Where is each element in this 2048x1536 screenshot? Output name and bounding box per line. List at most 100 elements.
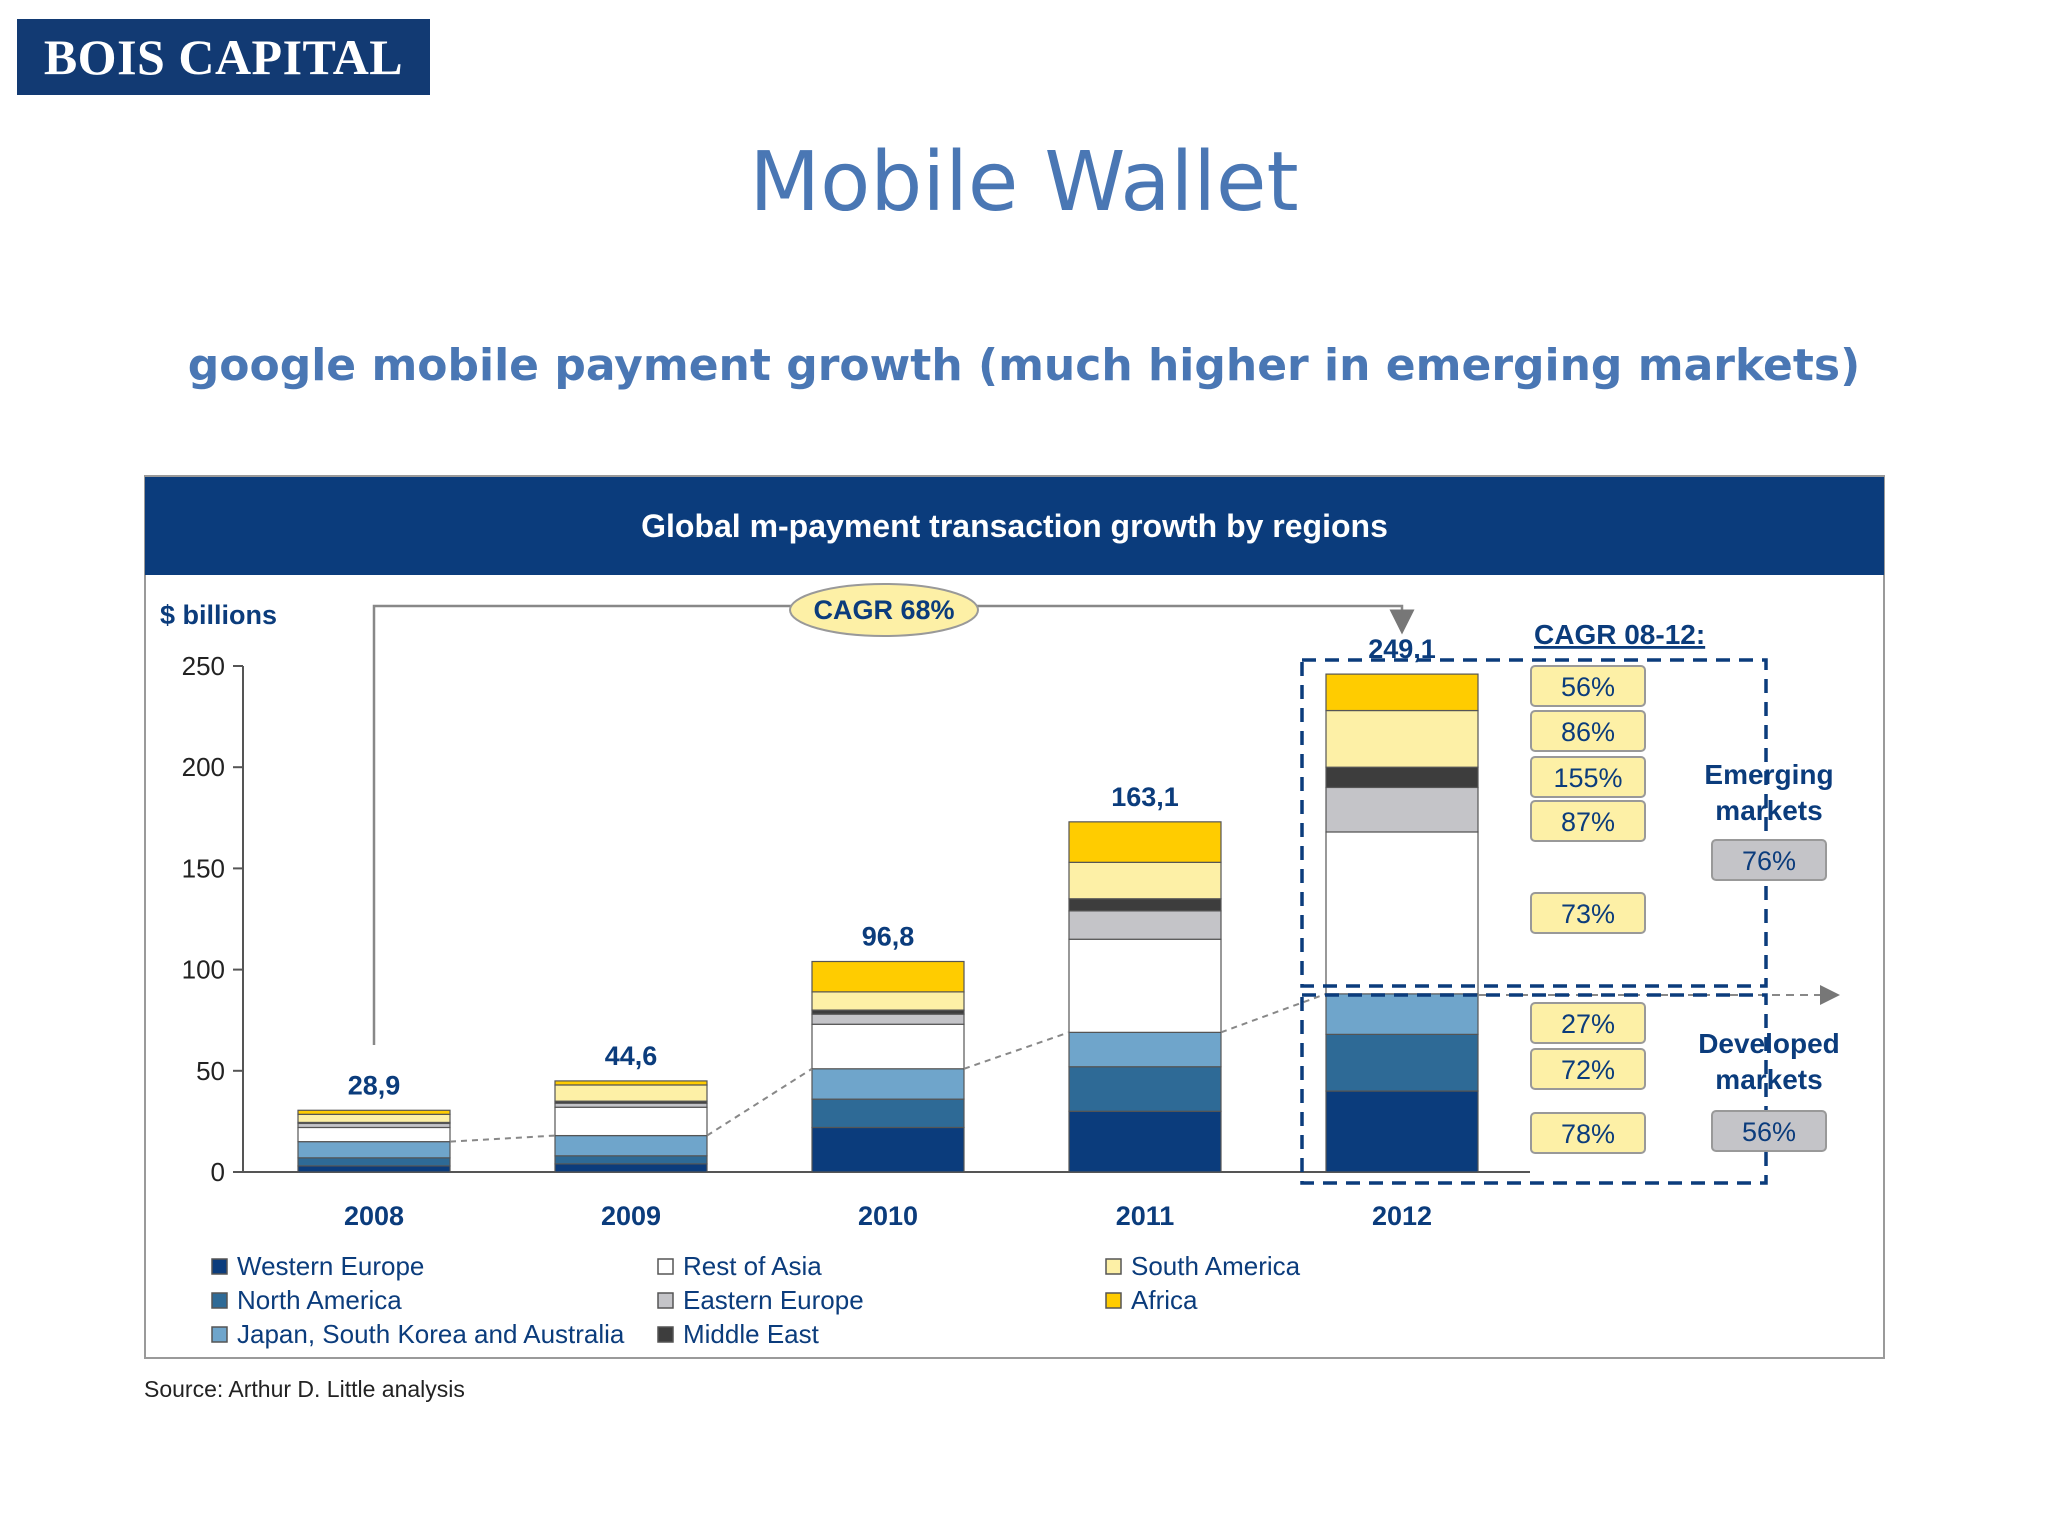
emerging-cagr-3-label: 87% [1561,807,1615,837]
legend-swatch [657,1258,674,1275]
developed-cagr-0-label: 27% [1561,1009,1615,1039]
bar-segment-western-europe-2008 [297,1165,451,1173]
chart-source-note: Source: Arthur D. Little analysis [144,1376,465,1402]
legend-swatch [657,1292,674,1309]
emerging-markets-box [1300,658,1768,988]
bar-total-label: 44,6 [605,1041,658,1071]
bar-segment-rest-of-asia-2010 [811,1023,965,1070]
x-tick-label: 2008 [344,1201,404,1231]
bar-segment-japan-south-korea-and-australia-2008 [297,1141,451,1159]
legend-swatch [211,1326,228,1343]
developed-cagr-1-label: 72% [1561,1055,1615,1085]
bar-segment-rest-of-asia-2011 [1068,938,1222,1033]
bar-segment-eastern-europe-2008 [297,1122,451,1129]
bar-segment-north-america-2010 [811,1098,965,1129]
legend-label: Japan, South Korea and Australia [237,1319,625,1349]
bar-total-label: 96,8 [862,922,915,952]
bar-segment-north-america-2008 [297,1157,451,1167]
developed-markets-label-line1: Developed [1698,1028,1840,1059]
chart-title: Global m-payment transaction growth by r… [145,477,1884,575]
y-tick-label: 250 [182,651,225,681]
legend-label: South America [1131,1251,1301,1281]
y-axis-label: $ billions [160,600,277,630]
bar-segment-eastern-europe-2010 [811,1013,965,1025]
legend-swatch [1105,1292,1122,1309]
bar-segment-africa-2012 [1325,673,1479,712]
bar-segment-western-europe-2011 [1068,1110,1222,1173]
bar-total-label: 163,1 [1111,782,1179,812]
developed-markets-box [1300,993,1768,1185]
emerging-cagr-total-label: 76% [1742,846,1796,876]
bar-segment-western-europe-2010 [811,1126,965,1173]
brand-logo: BOIS CAPITAL [17,19,430,95]
emerging-cagr-0-label: 56% [1561,672,1615,702]
emerging-cagr-total-box [1711,839,1827,881]
legend-label: Eastern Europe [683,1285,864,1315]
legend-label: Africa [1131,1285,1198,1315]
slide-subtitle: google mobile payment growth (much highe… [187,340,1861,391]
chart-frame [144,475,1885,1359]
emerging-markets-label-line2: markets [1715,795,1822,826]
emerging-markets-label-line1: Emerging [1704,759,1833,790]
bar-segment-south-america-2009 [554,1084,708,1102]
developed-cagr-total-label: 56% [1742,1117,1796,1147]
bar-segment-rest-of-asia-2012 [1325,831,1479,995]
y-tick-label: 150 [182,853,225,883]
bar-segment-south-america-2008 [297,1113,451,1124]
legend-swatch [211,1292,228,1309]
developed-cagr-1-box [1530,1048,1646,1090]
emerging-cagr-1-label: 86% [1561,717,1615,747]
cagr-overall-label: CAGR 68% [813,595,954,625]
bar-segment-eastern-europe-2009 [554,1102,708,1108]
developed-cagr-2-label: 78% [1561,1119,1615,1149]
x-tick-label: 2011 [1116,1201,1175,1231]
emerging-cagr-2-box [1530,756,1646,798]
y-tick-label: 200 [182,752,225,782]
legend-swatch [1105,1258,1122,1275]
bar-segment-north-america-2011 [1068,1066,1222,1112]
legend-label: Rest of Asia [683,1251,822,1281]
bar-segment-japan-south-korea-and-australia-2009 [554,1134,708,1157]
cagr-overall-badge [789,583,979,637]
legend-label: Middle East [683,1319,820,1349]
x-tick-label: 2012 [1372,1201,1432,1231]
emerging-cagr-3-box [1530,800,1646,842]
bar-segment-japan-south-korea-and-australia-2010 [811,1068,965,1100]
bar-segment-middle-east-2012 [1325,766,1479,789]
legend-label: Western Europe [237,1251,424,1281]
emerging-cagr-2-label: 155% [1553,763,1622,793]
bar-segment-western-europe-2012 [1325,1090,1479,1173]
emerging-cagr-4-box [1530,892,1646,934]
emerging-cagr-0-box [1530,665,1646,707]
developed-cagr-2-box [1530,1112,1646,1154]
bar-total-label: 28,9 [348,1070,401,1100]
bar-segment-rest-of-asia-2008 [297,1126,451,1143]
y-tick-label: 100 [182,955,225,985]
bar-segment-africa-2009 [554,1080,708,1086]
legend-swatch [211,1258,228,1275]
bar-segment-japan-south-korea-and-australia-2011 [1068,1031,1222,1068]
developed-markets-label-line2: markets [1715,1064,1822,1095]
y-tick-label: 50 [196,1056,225,1086]
bar-segment-japan-south-korea-and-australia-2012 [1325,993,1479,1035]
developed-cagr-total-box [1711,1110,1827,1152]
bar-segment-africa-2010 [811,960,965,993]
bar-segment-south-america-2010 [811,991,965,1011]
bar-segment-africa-2008 [297,1109,451,1115]
developed-cagr-0-box [1530,1002,1646,1044]
bar-segment-south-america-2012 [1325,709,1479,768]
bar-segment-middle-east-2010 [811,1009,965,1015]
y-tick-label: 0 [211,1157,225,1187]
bar-segment-south-america-2011 [1068,861,1222,900]
bar-segment-eastern-europe-2012 [1325,786,1479,833]
bar-segment-western-europe-2009 [554,1163,708,1173]
emerging-cagr-1-box [1530,710,1646,752]
bar-segment-eastern-europe-2011 [1068,910,1222,940]
bar-segment-middle-east-2011 [1068,898,1222,912]
bar-segment-africa-2011 [1068,821,1222,863]
x-tick-label: 2009 [601,1201,661,1231]
bar-segment-rest-of-asia-2009 [554,1106,708,1137]
slide-title: Mobile Wallet [749,135,1299,230]
legend-swatch [657,1326,674,1343]
